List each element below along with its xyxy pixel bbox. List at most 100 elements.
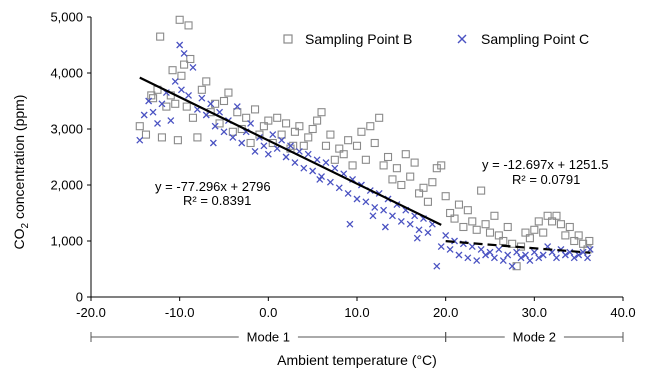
- x-axis-label: Ambient temperature (°C): [277, 352, 437, 368]
- point-b: [295, 122, 304, 131]
- point-b: [348, 161, 357, 170]
- point-b: [299, 141, 308, 150]
- point-c: [313, 156, 321, 164]
- point-c: [185, 91, 192, 99]
- point-c: [535, 254, 543, 262]
- point-b: [552, 211, 561, 220]
- y-tick-label: 3,000: [50, 122, 83, 137]
- point-b: [383, 152, 393, 162]
- trendline-2: [445, 240, 591, 254]
- point-c: [522, 251, 529, 259]
- point-b: [193, 133, 202, 142]
- point-b: [503, 222, 512, 232]
- point-b: [361, 155, 370, 164]
- point-c: [499, 257, 507, 265]
- point-b: [441, 192, 450, 201]
- point-c: [579, 248, 587, 256]
- point-b: [180, 60, 189, 69]
- point-b: [282, 119, 291, 128]
- point-c: [282, 153, 290, 161]
- point-b: [321, 141, 331, 150]
- point-c: [177, 86, 185, 94]
- point-c: [300, 164, 308, 172]
- point-b: [206, 108, 215, 117]
- point-c: [473, 257, 481, 265]
- point-b: [512, 262, 521, 271]
- point-b: [273, 113, 282, 122]
- point-c: [486, 248, 494, 256]
- point-c: [247, 119, 255, 127]
- point-b: [268, 138, 277, 148]
- point-c: [477, 245, 485, 253]
- point-b: [406, 172, 415, 181]
- y-tick-label: 1,000: [50, 234, 83, 249]
- point-b: [521, 228, 530, 237]
- point-b: [344, 136, 353, 145]
- point-c: [464, 254, 472, 262]
- point-b: [290, 127, 299, 136]
- trendline-2-equation: y = -12.697x + 1251.5: [482, 157, 608, 172]
- point-c: [238, 139, 246, 147]
- point-b: [330, 155, 339, 164]
- point-b: [304, 133, 313, 142]
- point-b: [397, 180, 406, 190]
- point-b: [392, 164, 401, 173]
- point-b: [141, 130, 151, 139]
- point-b: [313, 116, 322, 125]
- point-c: [233, 103, 241, 111]
- legend-marker-c: [457, 34, 467, 44]
- point-c: [584, 254, 591, 262]
- point-b: [219, 96, 229, 106]
- point-c: [145, 97, 153, 105]
- point-b: [388, 175, 397, 184]
- point-c: [371, 203, 379, 211]
- point-c: [260, 142, 268, 150]
- point-c: [149, 108, 157, 116]
- point-b: [570, 236, 579, 246]
- point-c: [397, 217, 405, 225]
- point-b: [259, 122, 268, 131]
- point-b: [335, 144, 344, 153]
- point-c: [369, 212, 377, 220]
- point-c: [353, 195, 361, 203]
- x-tick-label: 30.0: [522, 305, 547, 320]
- point-c: [570, 254, 578, 262]
- point-b: [357, 127, 366, 136]
- point-c: [586, 245, 594, 253]
- point-c: [468, 243, 476, 251]
- point-b: [477, 186, 486, 195]
- point-c: [413, 234, 421, 242]
- point-b: [264, 116, 273, 125]
- point-b: [565, 222, 574, 232]
- point-b: [585, 236, 594, 246]
- point-c: [437, 243, 445, 251]
- point-b: [485, 228, 495, 237]
- point-c: [171, 77, 179, 85]
- point-b: [534, 217, 543, 226]
- point-b: [410, 158, 419, 167]
- point-c: [140, 111, 148, 119]
- point-b: [184, 21, 193, 30]
- x-tick-label: 10.0: [344, 305, 369, 320]
- point-c: [180, 49, 188, 57]
- point-c: [309, 167, 317, 175]
- point-c: [220, 128, 228, 136]
- x-tick-label: -20.0: [76, 305, 106, 320]
- point-c: [158, 100, 166, 108]
- point-b: [149, 94, 158, 103]
- point-b: [182, 102, 191, 111]
- point-b: [463, 206, 472, 215]
- point-c: [154, 119, 161, 127]
- point-c: [561, 251, 569, 259]
- point-b: [579, 239, 588, 248]
- point-c: [216, 108, 224, 116]
- x-tick-label: 40.0: [610, 305, 635, 320]
- y-tick-label: 0: [76, 290, 83, 305]
- point-c: [381, 223, 389, 231]
- point-b: [446, 208, 455, 218]
- point-c: [278, 136, 286, 144]
- point-c: [211, 122, 219, 130]
- point-c: [229, 133, 237, 141]
- data-marks: [135, 15, 594, 271]
